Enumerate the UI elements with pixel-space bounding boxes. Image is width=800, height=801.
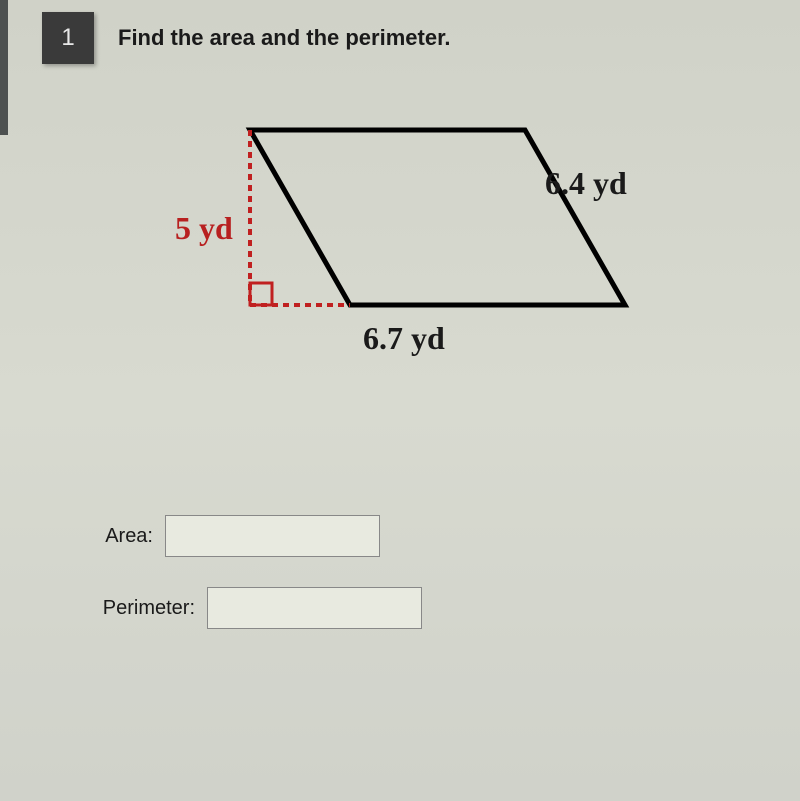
answer-section: Area: Perimeter:	[95, 515, 422, 659]
perimeter-label: Perimeter:	[95, 597, 195, 620]
question-number-box: 1	[42, 12, 94, 64]
side-label: 6.4 yd	[545, 165, 627, 202]
question-number-text: 1	[61, 24, 74, 52]
height-label: 5 yd	[175, 210, 233, 247]
area-label: Area:	[95, 525, 153, 548]
parallelogram-shape	[250, 130, 625, 305]
question-prompt: Find the area and the perimeter.	[118, 25, 451, 51]
perimeter-input[interactable]	[207, 587, 422, 629]
area-input[interactable]	[165, 515, 380, 557]
parallelogram-diagram: 5 yd 6.4 yd 6.7 yd	[175, 120, 635, 360]
right-angle-marker	[250, 283, 272, 305]
perimeter-row: Perimeter:	[95, 587, 422, 629]
base-label: 6.7 yd	[363, 320, 445, 357]
area-row: Area:	[95, 515, 422, 557]
left-edge-bar	[0, 0, 8, 135]
